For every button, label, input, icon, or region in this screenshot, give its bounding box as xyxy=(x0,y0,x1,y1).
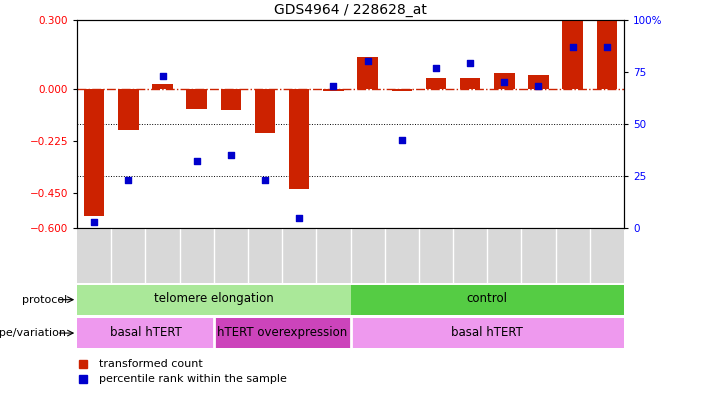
Text: basal hTERT: basal hTERT xyxy=(451,326,523,339)
Text: basal hTERT: basal hTERT xyxy=(109,326,182,339)
Bar xyxy=(350,318,624,348)
Bar xyxy=(255,89,275,133)
Text: hTERT overexpression: hTERT overexpression xyxy=(217,326,347,339)
Bar xyxy=(84,89,104,217)
Text: telomere elongation: telomere elongation xyxy=(154,292,273,305)
Point xyxy=(123,177,134,183)
Text: genotype/variation: genotype/variation xyxy=(0,328,67,338)
Point xyxy=(157,73,168,79)
Point xyxy=(294,215,305,221)
Point xyxy=(88,219,100,225)
Bar xyxy=(494,73,515,89)
Point xyxy=(191,158,203,164)
Point xyxy=(567,44,578,50)
Bar xyxy=(77,318,214,348)
Text: percentile rank within the sample: percentile rank within the sample xyxy=(99,374,287,384)
Bar xyxy=(562,21,583,89)
Point xyxy=(362,58,373,64)
Bar xyxy=(214,318,350,348)
Bar xyxy=(350,285,624,315)
Bar xyxy=(358,57,378,89)
Point xyxy=(533,83,544,90)
Bar xyxy=(426,77,446,89)
Point xyxy=(465,60,476,66)
Bar xyxy=(529,75,549,89)
Point xyxy=(328,83,339,90)
Bar xyxy=(118,89,139,130)
Bar xyxy=(186,89,207,109)
Bar xyxy=(221,89,241,110)
Bar xyxy=(152,84,172,89)
Text: control: control xyxy=(467,292,508,305)
Bar xyxy=(77,285,350,315)
Bar xyxy=(597,21,617,89)
Point xyxy=(601,44,613,50)
Point xyxy=(225,152,236,158)
Title: GDS4964 / 228628_at: GDS4964 / 228628_at xyxy=(274,3,427,17)
Point xyxy=(396,137,407,143)
Point xyxy=(430,64,442,71)
Point xyxy=(498,79,510,85)
Point xyxy=(259,177,271,183)
Text: protocol: protocol xyxy=(22,295,67,305)
Text: transformed count: transformed count xyxy=(99,358,203,369)
Bar xyxy=(289,89,310,189)
Bar xyxy=(460,77,480,89)
Bar xyxy=(391,89,412,92)
Bar xyxy=(323,89,343,92)
